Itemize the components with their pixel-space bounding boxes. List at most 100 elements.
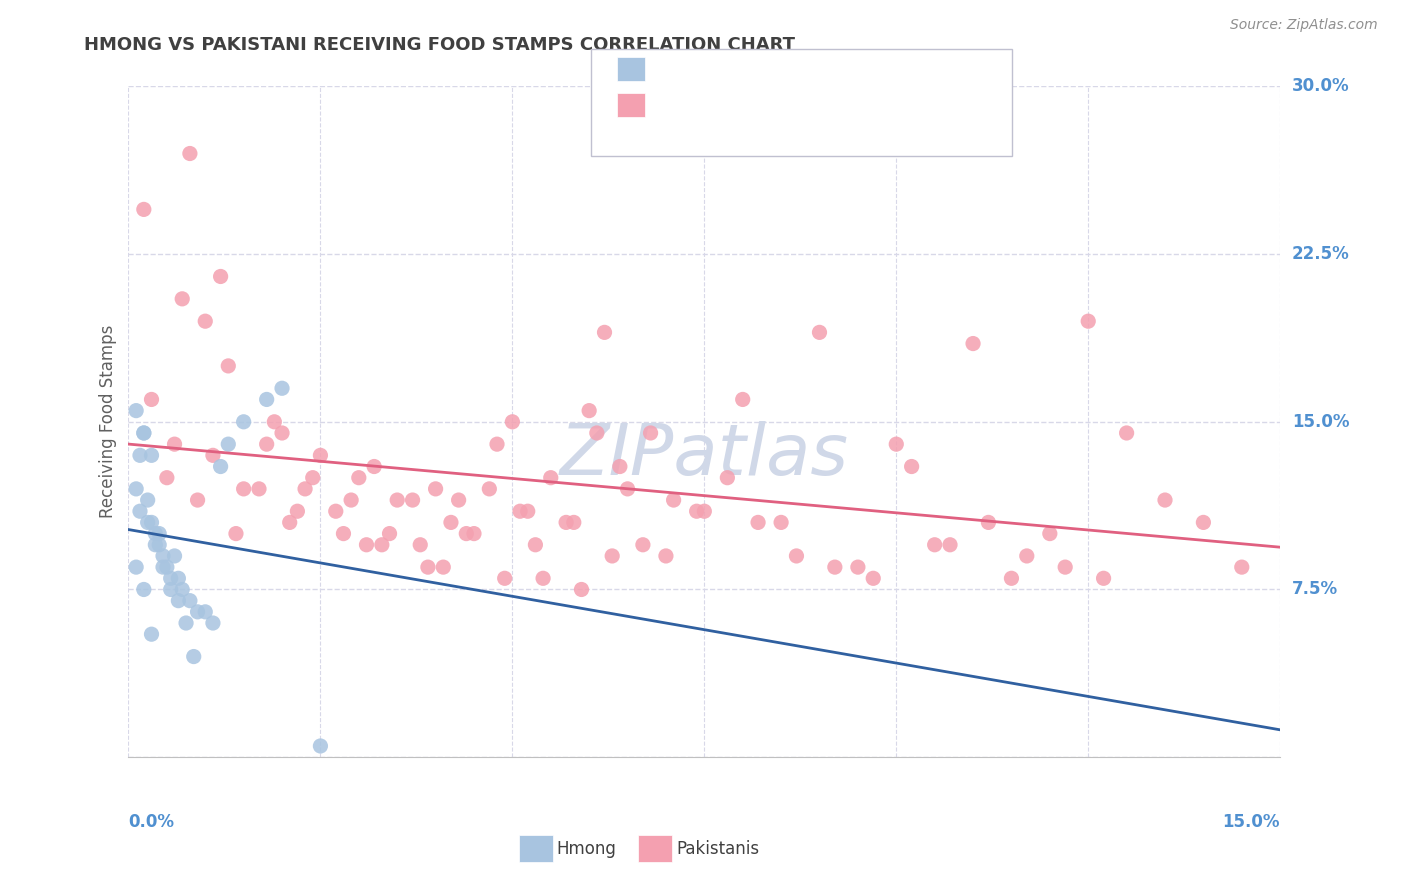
Point <box>401 493 423 508</box>
Point <box>194 605 217 619</box>
Point <box>962 336 984 351</box>
Point <box>616 482 638 496</box>
Point <box>340 493 363 508</box>
Point <box>371 538 394 552</box>
Point <box>256 392 278 407</box>
Point <box>509 504 531 518</box>
Point <box>884 437 907 451</box>
Point <box>862 571 884 585</box>
Point <box>163 549 186 563</box>
Point <box>156 471 179 485</box>
Point <box>125 560 148 574</box>
Point <box>125 482 148 496</box>
Point <box>571 582 593 597</box>
Point <box>1077 314 1099 328</box>
Point <box>432 560 454 574</box>
Point <box>347 471 370 485</box>
Point <box>463 526 485 541</box>
Text: Source: ZipAtlas.com: Source: ZipAtlas.com <box>1230 18 1378 32</box>
Point <box>225 526 247 541</box>
Point <box>263 415 285 429</box>
Point <box>524 538 547 552</box>
Point <box>125 403 148 417</box>
Point <box>747 516 769 530</box>
Point <box>287 504 309 518</box>
Point <box>808 326 831 340</box>
Point <box>655 549 678 563</box>
Point <box>152 560 174 574</box>
Point <box>159 571 181 585</box>
Text: 7.5%: 7.5% <box>1292 581 1339 599</box>
Point <box>148 526 170 541</box>
Point <box>1000 571 1022 585</box>
Point <box>1230 560 1253 574</box>
Point <box>183 649 205 664</box>
Point <box>416 560 439 574</box>
Point <box>167 593 190 607</box>
Point <box>440 516 463 530</box>
Point <box>977 516 1000 530</box>
Text: 22.5%: 22.5% <box>1292 245 1350 263</box>
Point <box>141 516 163 530</box>
Point <box>900 459 922 474</box>
Point <box>148 538 170 552</box>
Point <box>631 538 654 552</box>
Point <box>378 526 401 541</box>
Point <box>172 582 194 597</box>
Point <box>578 403 600 417</box>
Point <box>1154 493 1177 508</box>
Text: R =   0.155   N =: R = 0.155 N = <box>633 120 779 138</box>
Point <box>456 526 478 541</box>
Point <box>716 471 738 485</box>
Point <box>132 202 155 217</box>
Point <box>179 146 201 161</box>
Point <box>143 526 166 541</box>
Text: 15.0%: 15.0% <box>1292 413 1350 431</box>
Point <box>232 482 254 496</box>
Point <box>562 516 585 530</box>
Point <box>159 582 181 597</box>
Point <box>194 314 217 328</box>
Y-axis label: Receiving Food Stamps: Receiving Food Stamps <box>100 325 117 518</box>
Point <box>174 615 197 630</box>
Point <box>770 516 793 530</box>
Point <box>685 504 707 518</box>
Point <box>662 493 685 508</box>
Text: 38: 38 <box>787 85 810 103</box>
Point <box>1054 560 1077 574</box>
Point <box>179 593 201 607</box>
Text: Hmong: Hmong <box>557 840 617 858</box>
Point <box>136 516 159 530</box>
Point <box>209 269 232 284</box>
Point <box>600 549 623 563</box>
Point <box>201 615 224 630</box>
Point <box>271 425 294 440</box>
Point <box>247 482 270 496</box>
Point <box>152 549 174 563</box>
Point <box>129 448 152 462</box>
Point <box>201 448 224 462</box>
Point <box>924 538 946 552</box>
Point <box>593 326 616 340</box>
Point <box>309 448 332 462</box>
Text: 89: 89 <box>787 120 810 138</box>
Point <box>217 437 239 451</box>
Point <box>693 504 716 518</box>
Point <box>846 560 869 574</box>
Point <box>156 560 179 574</box>
Point <box>356 538 378 552</box>
Point <box>132 425 155 440</box>
Point <box>531 571 554 585</box>
Point <box>143 538 166 552</box>
Point <box>409 538 432 552</box>
Point <box>824 560 846 574</box>
Point <box>332 526 354 541</box>
Point <box>501 415 523 429</box>
Text: 15.0%: 15.0% <box>1223 813 1281 831</box>
Point <box>132 582 155 597</box>
Point <box>785 549 807 563</box>
Text: 0.0%: 0.0% <box>128 813 174 831</box>
Point <box>1015 549 1038 563</box>
Point <box>609 459 631 474</box>
Point <box>1092 571 1115 585</box>
